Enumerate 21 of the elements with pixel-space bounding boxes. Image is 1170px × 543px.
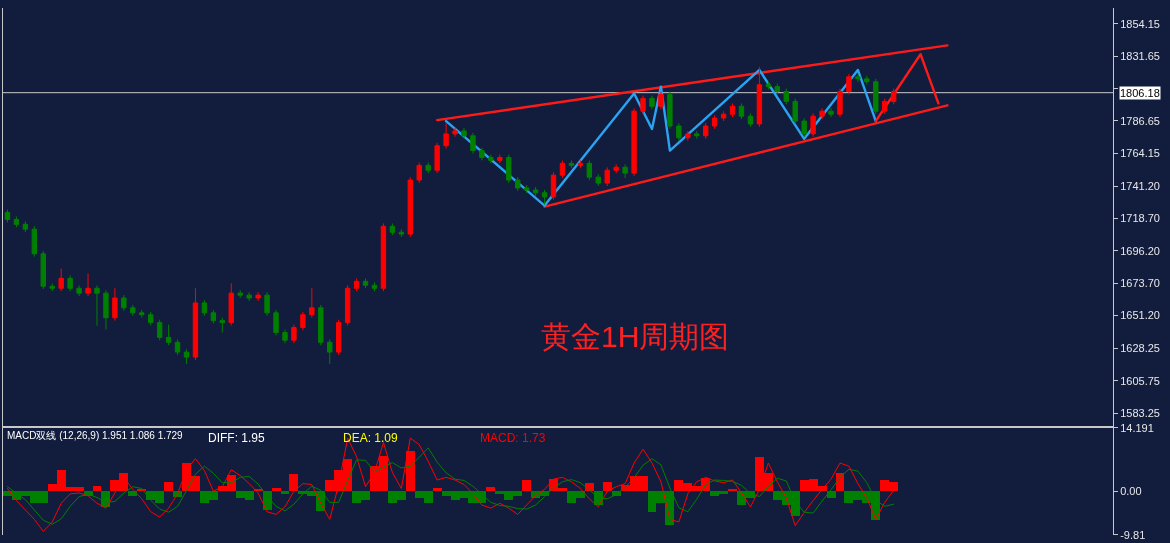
y-tick-label: 1786.65: [1120, 114, 1160, 127]
y-tick-label: 1696.20: [1120, 244, 1160, 257]
y-tick-label: 14.191: [1120, 421, 1154, 434]
y-tick-label: 1673.70: [1120, 276, 1160, 289]
annotation: DEA: 1.09: [343, 431, 399, 445]
text: 黄金1H周期图: [541, 320, 730, 353]
ref-line-label: 1806.18: [1120, 87, 1160, 99]
y-tick-label: 0.00: [1120, 485, 1142, 498]
y-tick-label: 1651.20: [1120, 309, 1160, 322]
y-tick-label: 1764.15: [1120, 146, 1160, 159]
y-tick-label: 1854.15: [1120, 17, 1160, 30]
y-tick-label: 1605.75: [1120, 374, 1160, 387]
annotation: MACD: 1.73: [480, 431, 546, 445]
y-tick-label: 1583.25: [1120, 406, 1160, 419]
annotation: DIFF: 1.95: [208, 431, 266, 445]
y-tick-label: 1628.25: [1120, 342, 1160, 355]
y-tick-label: 1741.20: [1120, 179, 1160, 192]
y-tick-label: 1831.65: [1120, 49, 1160, 62]
y-tick-label: 1718.70: [1120, 212, 1160, 225]
y-tick-label: -9.81: [1120, 528, 1146, 541]
chart-title: MACD双线 (12,26,9) 1.951 1.086 1.729: [7, 430, 184, 441]
